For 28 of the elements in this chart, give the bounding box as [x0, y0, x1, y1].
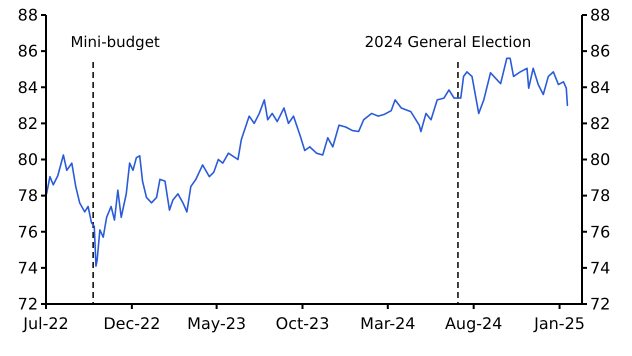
- x-tick-label: Aug-24: [444, 314, 502, 333]
- y-tick-label: 88: [18, 6, 38, 25]
- y2-tick-label: 76: [590, 222, 610, 242]
- y-tick-label: 74: [18, 258, 38, 278]
- line-series: [46, 58, 568, 267]
- y2-tick-label: 82: [590, 114, 610, 133]
- y2-tick-label: 78: [590, 186, 610, 206]
- y2-tick-label: 74: [590, 258, 610, 278]
- x-tick-label: Dec-22: [103, 314, 160, 333]
- ref-line-label: Mini-budget: [70, 33, 160, 51]
- y2-tick-label: 80: [590, 150, 610, 170]
- y-tick-label: 76: [18, 222, 38, 242]
- y-tick-label: 72: [18, 294, 38, 314]
- x-tick-label: Jul-22: [22, 314, 69, 333]
- y-tick-label: 82: [18, 114, 38, 133]
- ref-line-label: 2024 General Election: [364, 33, 532, 51]
- y2-tick-label: 86: [590, 42, 610, 61]
- y2-tick-label: 72: [590, 294, 610, 314]
- y-tick-label: 86: [18, 42, 38, 61]
- y-tick-label: 80: [18, 150, 38, 170]
- y-tick-label: 84: [18, 78, 38, 97]
- x-tick-label: Oct-23: [276, 314, 330, 333]
- x-tick-label: Mar-24: [360, 314, 416, 333]
- y2-tick-label: 88: [590, 6, 610, 25]
- y2-tick-label: 84: [590, 78, 610, 97]
- x-tick-label: Jan-25: [533, 314, 585, 333]
- x-tick-label: May-23: [187, 314, 246, 333]
- y-tick-label: 78: [18, 186, 38, 206]
